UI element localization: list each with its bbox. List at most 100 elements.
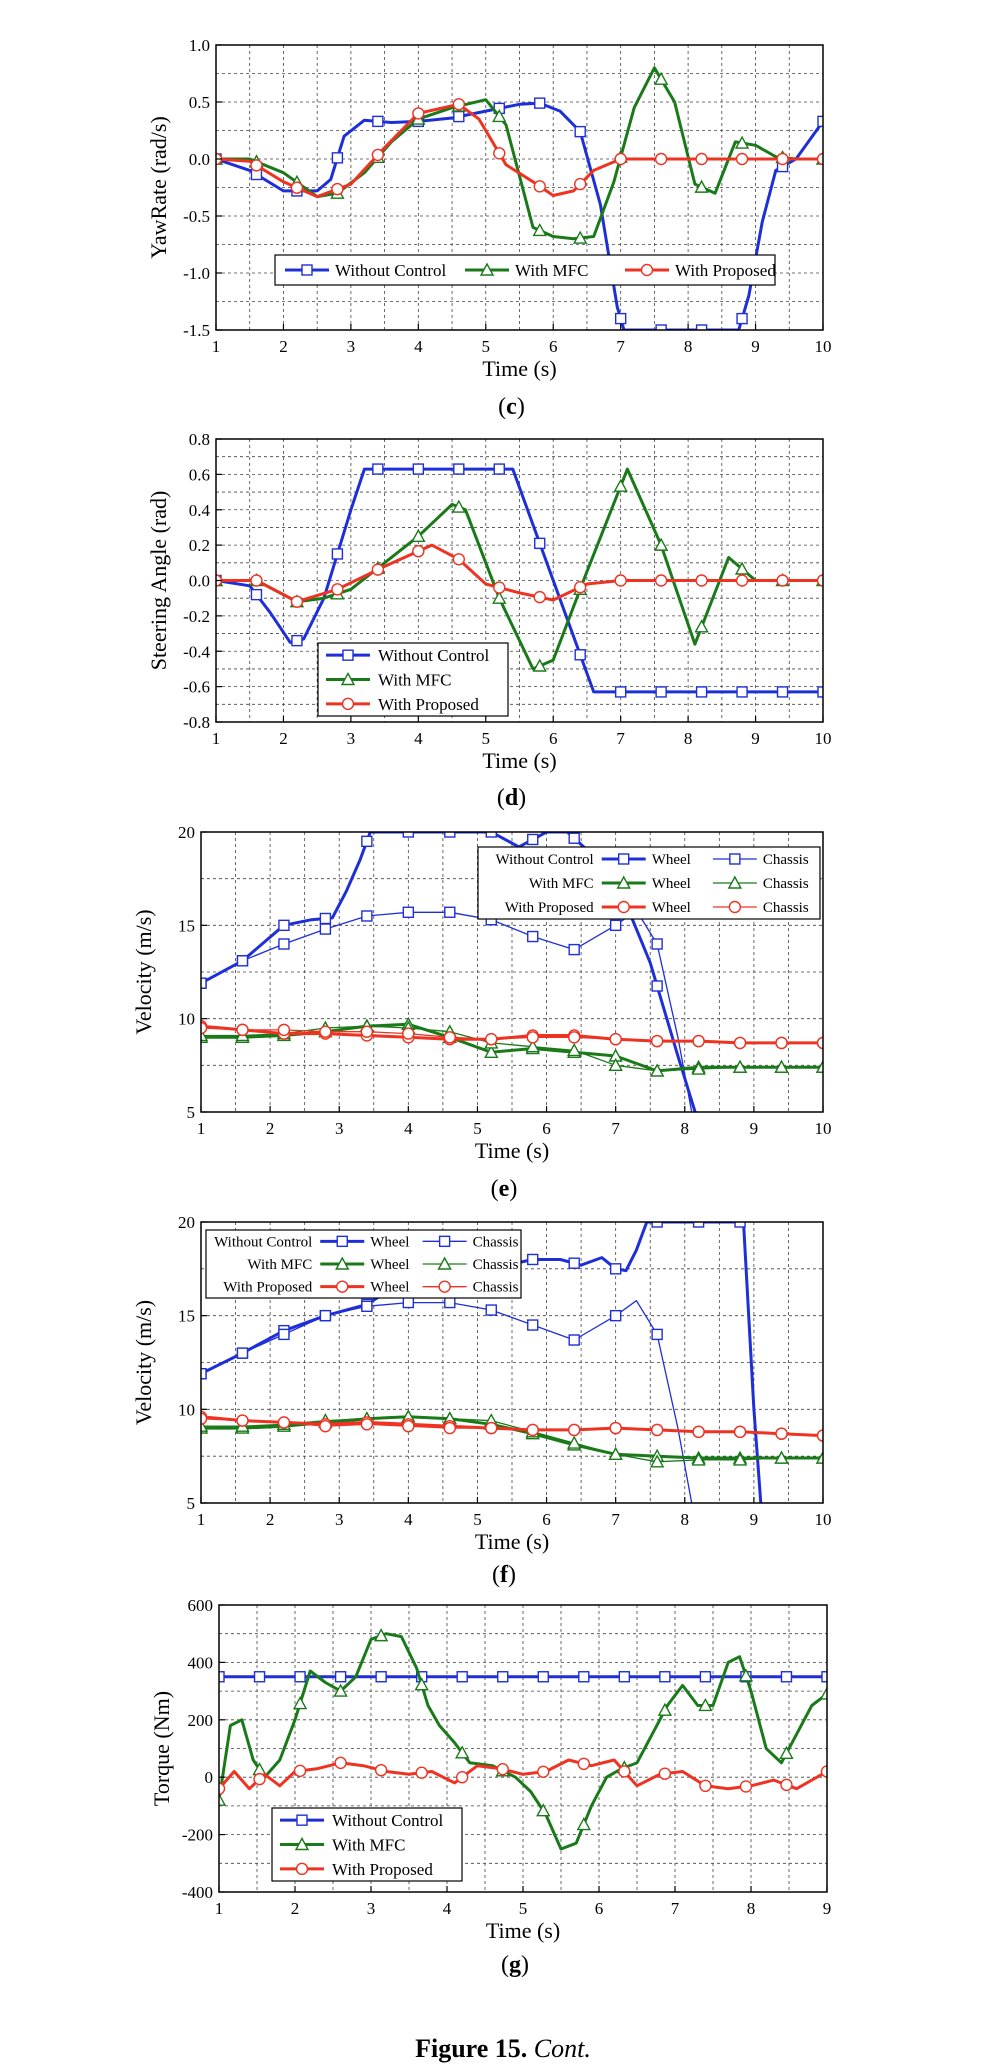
series-with-proposed-chassis-marker (526, 1423, 539, 1437)
series-without-control-marker (453, 110, 465, 123)
caption-label: Figure 15. (415, 2034, 528, 2063)
series-with-proposed-chassis-line (201, 1027, 823, 1044)
series-with-mfc-chassis-marker (525, 1039, 540, 1053)
series-with-proposed-chassis-marker (816, 1429, 823, 1442)
series-without-control-marker (776, 686, 789, 698)
series-with-proposed-line (216, 102, 823, 199)
series-with-proposed-marker (250, 574, 263, 587)
x-tick-label: 9 (751, 337, 760, 356)
legend: Without Control Wheel Chassis With MFC Wheel… (205, 1229, 522, 1299)
series-with-mfc-marker (373, 1628, 389, 1642)
series-with-proposed-marker (776, 152, 789, 166)
series-without-control-chassis-marker (236, 1347, 249, 1359)
legend-with-proposed-swatch-marker (640, 263, 654, 277)
series-with-proposed-chassis-marker (775, 1427, 788, 1440)
x-tick-label: 8 (681, 1510, 690, 1529)
series-with-proposed-marker (739, 1780, 753, 1793)
legend-with-proposed-chassis-swatch-marker (728, 900, 742, 914)
series-without-control-wheel-line (201, 1222, 763, 1503)
series-without-control-chassis-marker (319, 923, 332, 935)
series-with-proposed-marker (452, 98, 465, 111)
series-without-control-marker (493, 463, 505, 475)
legend-without-control-label: Without Control (378, 646, 490, 665)
y-tick-label: -0.4 (183, 642, 210, 661)
series-with-proposed-marker (493, 581, 506, 594)
legend-with-mfc-swatch-marker (294, 1837, 310, 1851)
series-without-control-chassis-marker (568, 1334, 580, 1346)
series-without-control-marker (780, 1671, 793, 1683)
series-without-control-marker (695, 686, 708, 698)
series-without-control-chassis-marker (319, 1309, 332, 1322)
y-tick-label: -200 (182, 1826, 213, 1845)
y-tick-label: 600 (188, 1596, 214, 1615)
series-with-proposed-marker (816, 574, 823, 587)
series-with-mfc-marker (779, 1745, 794, 1759)
series-with-proposed-marker (735, 152, 749, 166)
series-with-proposed-chassis-marker (733, 1036, 747, 1050)
series-without-control-wheel-marker (692, 1222, 705, 1228)
legend-with-proposed-label: With Proposed (675, 261, 776, 280)
series-without-control-marker (294, 1671, 306, 1683)
series-with-proposed-chassis-marker (609, 1421, 622, 1435)
series-with-proposed-chassis-marker (402, 1027, 415, 1040)
series-with-mfc-marker (532, 658, 547, 672)
x-tick-label: 3 (335, 1119, 344, 1138)
series-with-proposed-chassis-marker (650, 1423, 664, 1437)
chart-f: 1 2 3 4 5 6 7 8 9 10 5 10 15 20 Time (s) Velocity (m/s)… (131, 1213, 832, 1588)
y-tick-label: 15 (178, 916, 195, 935)
series-without-control-wheel-marker (278, 919, 290, 932)
series-without-control-marker (817, 686, 823, 698)
series-without-control-marker (453, 463, 465, 475)
x-tick-label: 3 (347, 729, 356, 748)
x-tick-label: 2 (279, 337, 288, 356)
series-with-mfc-chassis-marker (774, 1450, 789, 1464)
x-tick-label: 5 (473, 1119, 482, 1138)
series-with-proposed-chassis-marker (201, 1021, 208, 1035)
x-tick-label: 7 (616, 729, 625, 748)
series-with-mfc-marker (653, 71, 669, 85)
series-with-proposed-chassis-line (201, 1418, 823, 1437)
legend: Without Control Wheel Chassis With MFC Wheel… (477, 846, 821, 920)
series-with-mfc-marker (694, 179, 709, 193)
series-with-mfc-chassis-marker (567, 1435, 582, 1449)
series-with-proposed-marker (290, 595, 304, 608)
y-axis-title: Velocity (m/s) (131, 1300, 156, 1425)
series-with-proposed-chassis-marker (319, 1419, 332, 1433)
series-with-proposed-chassis-marker (201, 1412, 208, 1425)
y-tick-label: -0.8 (183, 713, 210, 732)
y-tick-label: 0.2 (189, 536, 210, 555)
legend-with-mfc-chassis-label: Chassis (473, 1257, 519, 1273)
series-with-mfc-chassis-marker (732, 1452, 748, 1466)
series-without-control-marker (578, 1671, 590, 1683)
series-without-control-chassis-marker (527, 1319, 539, 1331)
legend-with-mfc-chassis-label: Chassis (763, 876, 809, 892)
x-tick-label: 7 (611, 1510, 620, 1529)
x-tick-label: 9 (751, 729, 760, 748)
series-without-control-wheel-marker (734, 1222, 746, 1228)
series-with-proposed-chassis-marker (816, 1036, 823, 1050)
series-without-control-marker (655, 686, 667, 698)
figure-caption: Figure 15. Cont. (0, 2034, 1006, 2064)
y-tick-label: -0.2 (183, 607, 210, 626)
chart-g: 1 2 3 4 5 6 7 8 9 -400 -200 0 200 400 600 Time (s) Torqu… (149, 1596, 831, 1978)
y-tick-label: 400 (188, 1653, 214, 1672)
grid (201, 832, 823, 1112)
x-tick-label: 8 (681, 1119, 690, 1138)
x-tick-label: 7 (611, 1119, 620, 1138)
series-with-mfc-marker (576, 1817, 591, 1831)
series-with-proposed-marker (574, 177, 587, 191)
series-with-proposed-marker (654, 574, 668, 587)
x-tick-label: 10 (815, 1119, 832, 1138)
legend-with-mfc-label: With MFC (529, 876, 594, 892)
series-without-control-marker (655, 324, 667, 330)
y-tick-label: -0.5 (183, 207, 210, 226)
series-with-proposed-chassis-marker (443, 1031, 456, 1044)
x-tick-label: 4 (414, 337, 423, 356)
legend-without-control-wheel-swatch-marker (618, 853, 630, 865)
series-without-control-marker (534, 97, 546, 109)
series-with-proposed-marker (253, 1772, 266, 1786)
series-with-mfc-marker (492, 108, 507, 123)
y-tick-label: -1.0 (183, 264, 210, 283)
series-with-proposed-marker (412, 107, 425, 120)
series-with-mfc-marker (536, 1803, 551, 1817)
